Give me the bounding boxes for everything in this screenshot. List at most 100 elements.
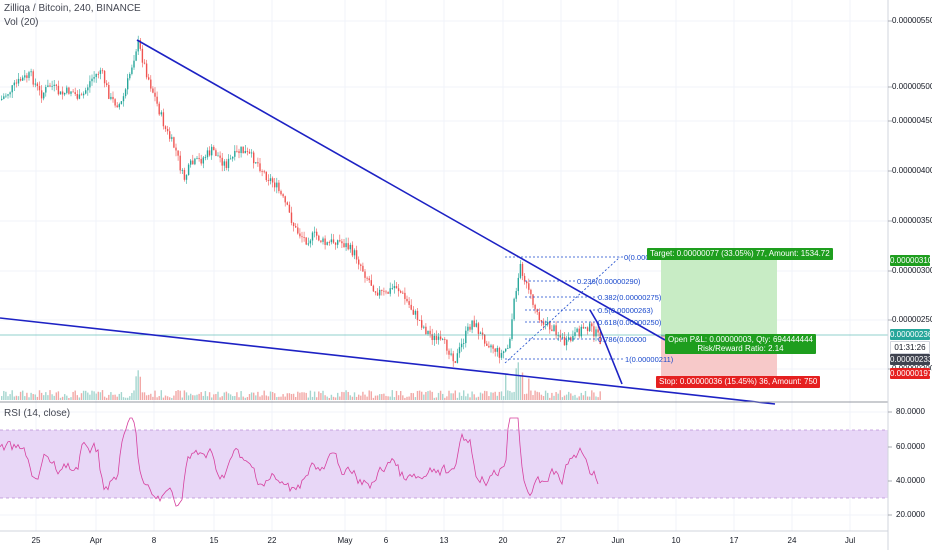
volume-bar xyxy=(190,393,192,400)
candle-body xyxy=(225,161,228,168)
volume-bar xyxy=(1,396,3,400)
volume-bar xyxy=(345,390,347,400)
candle-body xyxy=(76,94,78,99)
volume-bar xyxy=(412,393,414,400)
volume-bar xyxy=(219,397,221,400)
candle-body xyxy=(318,235,320,241)
fib-label: 0(0.0000 xyxy=(624,253,654,262)
candle-body xyxy=(118,104,120,108)
volume-bar xyxy=(425,391,427,400)
candle-body xyxy=(5,95,7,97)
candle-body xyxy=(114,99,116,106)
candle-body xyxy=(259,163,261,172)
volume-bar xyxy=(173,395,175,400)
candle-body xyxy=(595,329,597,337)
candle-body xyxy=(559,335,561,338)
volume-bar xyxy=(221,396,223,400)
candle-body xyxy=(450,353,452,355)
volume-bar xyxy=(5,391,7,400)
candle-body xyxy=(127,78,129,90)
volume-bar xyxy=(34,394,36,400)
time-label: May xyxy=(337,536,353,545)
volume-bar xyxy=(303,392,305,400)
volume-bar xyxy=(313,391,316,400)
candle-body xyxy=(370,280,372,286)
candle-body xyxy=(101,70,104,72)
volume-bar xyxy=(549,397,551,400)
candle-body xyxy=(219,155,221,158)
volume-bar xyxy=(381,394,383,400)
candle-body xyxy=(467,326,469,331)
volume-bar xyxy=(473,394,475,400)
candle-body xyxy=(532,294,534,305)
candle-body xyxy=(53,84,55,86)
candle-body xyxy=(55,84,57,86)
candle-body xyxy=(439,336,442,340)
candle-body xyxy=(486,343,488,346)
candle-body xyxy=(116,105,118,108)
symbol-legend[interactable]: Zilliqa / Bitcoin, 240, BINANCE xyxy=(4,3,141,14)
candle-body xyxy=(74,92,76,95)
candle-body xyxy=(72,91,74,93)
price-label: 0.00000350 xyxy=(892,216,932,225)
candle-body xyxy=(232,156,234,159)
candle-body xyxy=(36,83,39,87)
candle-body xyxy=(410,304,412,310)
candle-body xyxy=(557,335,559,337)
candle-body xyxy=(591,323,593,327)
volume-bar xyxy=(274,393,276,400)
rsi-legend[interactable]: RSI (14, close) xyxy=(4,408,71,419)
candle-body xyxy=(145,63,148,78)
volume-bar xyxy=(234,396,236,400)
volume-bar xyxy=(353,392,356,400)
pnl-label[interactable]: Open P&L: 0.00000003, Qty: 694444444 Ris… xyxy=(665,334,817,354)
volume-bar xyxy=(162,397,165,400)
candle-body xyxy=(316,231,318,236)
volume-bar xyxy=(431,391,433,400)
volume-bar xyxy=(95,393,97,400)
volume-bar xyxy=(570,393,572,400)
candle-body xyxy=(332,239,335,243)
volume-bar xyxy=(307,397,309,400)
volume-bar xyxy=(330,394,333,400)
volume-bar xyxy=(72,391,74,400)
candle-body xyxy=(351,244,354,256)
volume-bar xyxy=(236,392,238,400)
volume-bar xyxy=(253,392,255,400)
volume-bar xyxy=(410,392,412,400)
candle-body xyxy=(544,324,547,326)
candle-body xyxy=(473,320,475,327)
volume-bar xyxy=(490,392,492,400)
candle-body xyxy=(169,131,171,139)
volume-legend[interactable]: Vol (20) xyxy=(4,17,39,28)
volume-bar xyxy=(513,391,515,400)
volume-bar xyxy=(61,396,64,400)
candle-body xyxy=(572,335,574,341)
candle-body xyxy=(240,146,242,154)
candle-body xyxy=(290,212,293,223)
target-label[interactable]: Target: 0.00000077 (33.05%) 77, Amount: … xyxy=(647,248,833,260)
price-label: 0.00000550 xyxy=(892,16,932,25)
volume-bar xyxy=(393,397,396,400)
volume-bar xyxy=(19,391,22,400)
candle-body xyxy=(85,90,87,94)
volume-bar xyxy=(332,396,335,400)
stop-label[interactable]: Stop: 0.00000036 (15.45%) 36, Amount: 75… xyxy=(656,376,821,388)
time-label: 6 xyxy=(383,536,389,545)
candle-body xyxy=(32,71,34,85)
candle-body xyxy=(391,288,393,289)
candle-body xyxy=(565,339,568,346)
candle-body xyxy=(156,96,158,104)
volume-bar xyxy=(362,391,364,400)
candle-body xyxy=(389,288,391,294)
volume-bar xyxy=(150,393,152,400)
volume-bar xyxy=(349,395,351,400)
volume-bar xyxy=(561,397,564,400)
candle-body xyxy=(229,158,232,160)
volume-bar xyxy=(177,390,179,400)
volume-bar xyxy=(47,395,49,400)
candle-body xyxy=(465,330,467,344)
volume-bar xyxy=(238,397,240,400)
candle-body xyxy=(574,332,576,336)
